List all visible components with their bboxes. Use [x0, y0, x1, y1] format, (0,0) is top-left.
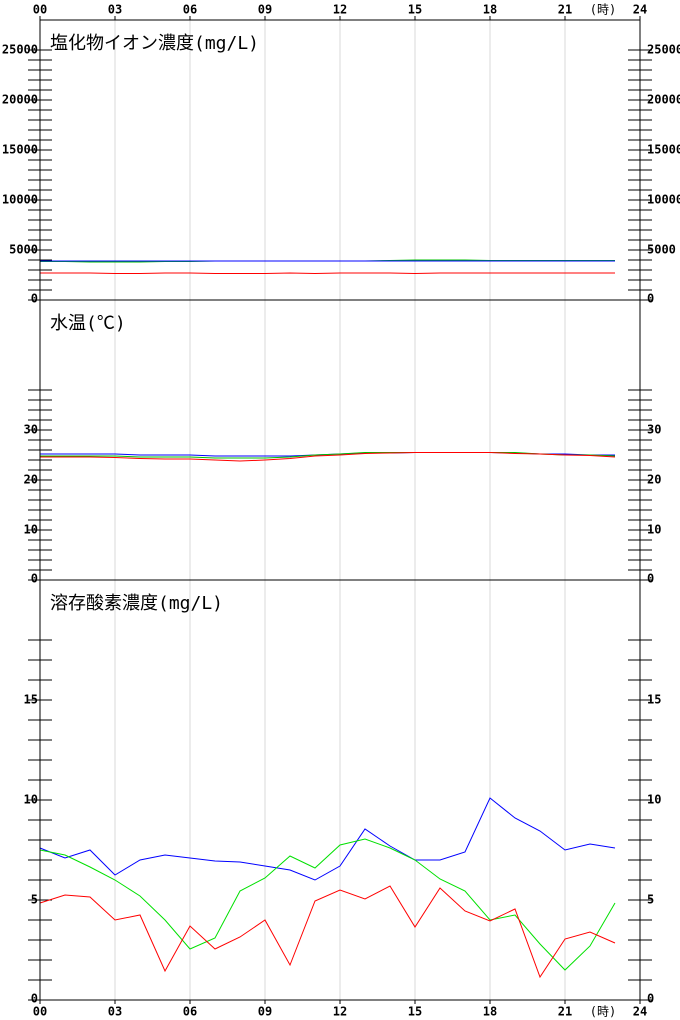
x-tick-label: 15 [408, 1005, 422, 1019]
y-tick-label: 5000 [647, 243, 676, 257]
y-tick-label: 20 [647, 473, 661, 487]
data-line [40, 452, 616, 462]
data-line [40, 272, 615, 275]
data-line [39, 797, 616, 881]
y-tick-label: 30 [24, 423, 38, 437]
data-line [40, 452, 616, 459]
x-tick-label: 03 [108, 3, 122, 17]
panel-title: 塩化物イオン濃度(mg/L) [50, 33, 259, 54]
x-tick-label: 00 [33, 3, 47, 17]
x-axis-unit: (時) [590, 3, 616, 17]
y-tick-label: 0 [647, 572, 654, 586]
y-tick-label: 25000 [2, 43, 38, 57]
x-tick-label: 06 [183, 1005, 197, 1019]
y-tick-label: 15000 [2, 143, 38, 157]
x-tick-label: 24 [633, 1005, 647, 1019]
x-tick-label: 09 [258, 1005, 272, 1019]
y-tick-label: 10 [647, 523, 661, 537]
x-tick-label: 03 [108, 1005, 122, 1019]
panel-title: 溶存酸素濃度(mg/L) [50, 593, 223, 614]
y-tick-label: 5000 [9, 243, 38, 257]
y-tick-label: 10 [24, 523, 38, 537]
x-tick-label: 12 [333, 3, 347, 17]
y-tick-label: 15 [647, 693, 661, 707]
y-tick-label: 15 [24, 693, 38, 707]
data-line [39, 838, 616, 971]
y-tick-label: 10000 [2, 193, 38, 207]
y-tick-label: 10000 [647, 193, 680, 207]
y-tick-label: 10 [647, 793, 661, 807]
y-tick-label: 0 [31, 992, 38, 1006]
x-axis-unit: (時) [590, 1005, 616, 1019]
y-tick-label: 20000 [647, 93, 680, 107]
y-tick-label: 0 [31, 572, 38, 586]
y-tick-label: 30 [647, 423, 661, 437]
y-tick-label: 25000 [647, 43, 680, 57]
y-tick-label: 0 [647, 992, 654, 1006]
y-tick-label: 20 [24, 473, 38, 487]
x-tick-label: 21 [558, 3, 572, 17]
y-tick-label: 0 [647, 292, 654, 306]
y-tick-label: 5 [647, 893, 654, 907]
x-tick-label: 09 [258, 3, 272, 17]
panel-title: 水温(℃) [50, 313, 126, 334]
y-tick-label: 0 [31, 292, 38, 306]
panel-frame [39, 579, 641, 1001]
x-tick-label: 18 [483, 1005, 497, 1019]
data-line [39, 885, 616, 979]
x-tick-label: 12 [333, 1005, 347, 1019]
y-tick-label: 10 [24, 793, 38, 807]
x-tick-label: 21 [558, 1005, 572, 1019]
x-tick-label: 15 [408, 3, 422, 17]
x-tick-label: 06 [183, 3, 197, 17]
y-tick-label: 20000 [2, 93, 38, 107]
y-tick-label: 5 [31, 893, 38, 907]
x-tick-label: 18 [483, 3, 497, 17]
x-tick-label: 00 [33, 1005, 47, 1019]
x-tick-label: 24 [633, 3, 647, 17]
y-tick-label: 15000 [647, 143, 680, 157]
